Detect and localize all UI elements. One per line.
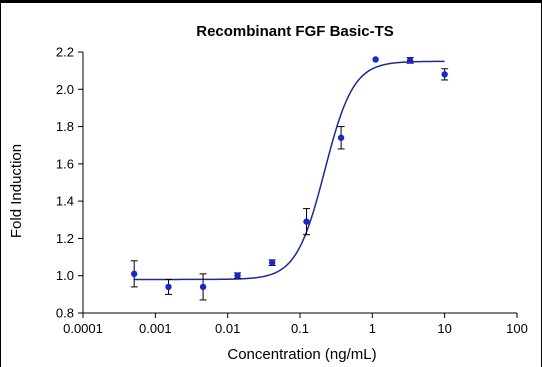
data-point <box>130 270 138 278</box>
y-tick-label: 1.6 <box>56 156 74 171</box>
y-ticks: 0.8 1.0 1.2 1.4 1.6 1.8 2.0 2.2 <box>56 45 83 321</box>
x-ticks: 0.0001 0.001 0.01 0.1 1 10 100 <box>63 313 528 336</box>
y-tick-label: 1.4 <box>56 194 74 209</box>
y-tick-label: 1.8 <box>56 119 74 134</box>
chart-title: Recombinant FGF Basic-TS <box>196 23 394 40</box>
fit-curve <box>133 60 445 281</box>
data-point <box>234 272 241 279</box>
x-axis-label: Concentration (ng/mL) <box>227 346 376 363</box>
x-tick-label: 1 <box>369 321 376 336</box>
x-tick-label: 0.0001 <box>63 321 103 336</box>
data-point <box>441 71 448 78</box>
data-point <box>406 57 414 64</box>
data-points <box>130 56 448 291</box>
data-point <box>268 259 276 266</box>
data-point <box>372 56 379 63</box>
x-tick-label: 0.001 <box>139 321 172 336</box>
axes <box>82 52 517 314</box>
y-tick-label: 0.8 <box>56 306 74 321</box>
data-point <box>303 218 310 225</box>
x-tick-label: 0.1 <box>291 321 309 336</box>
y-tick-label: 2.2 <box>56 45 74 60</box>
y-axis-label: Fold Induction <box>8 144 25 238</box>
y-tick-label: 2.0 <box>56 82 74 97</box>
data-point <box>199 283 207 291</box>
x-tick-label: 10 <box>437 321 451 336</box>
data-point <box>337 134 345 141</box>
x-tick-label: 0.01 <box>215 321 240 336</box>
data-point <box>165 283 172 291</box>
y-tick-label: 1.2 <box>56 231 74 246</box>
y-tick-label: 1.0 <box>56 268 74 283</box>
x-tick-label: 100 <box>506 321 528 336</box>
